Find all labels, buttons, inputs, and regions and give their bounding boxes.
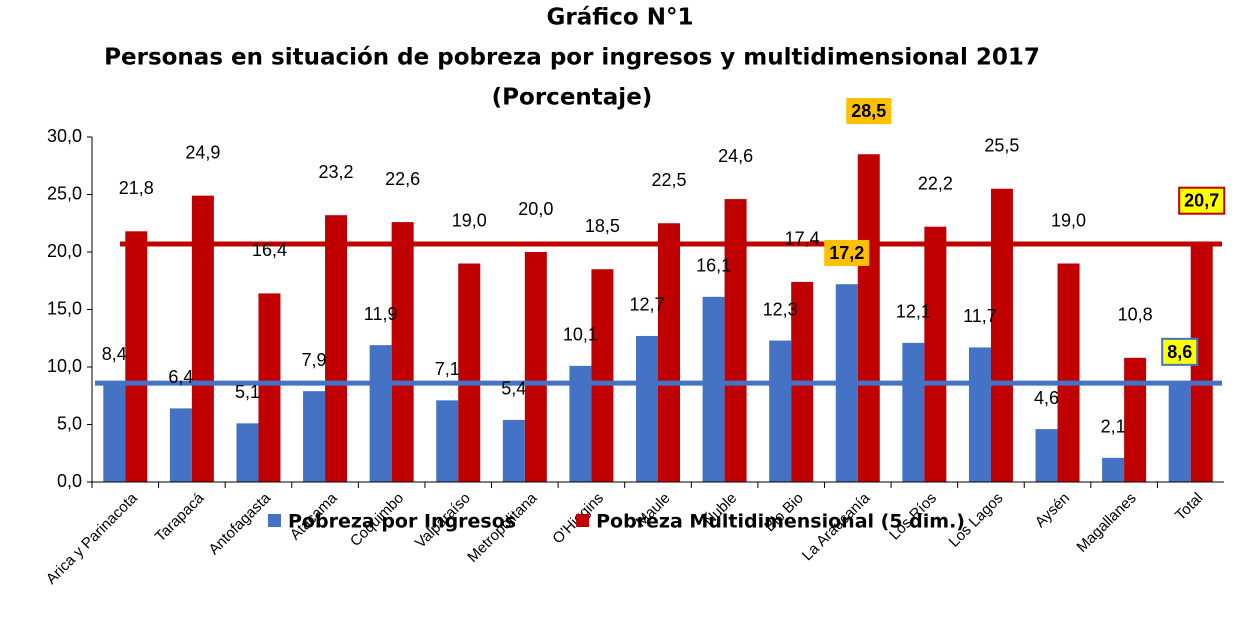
legend-swatch [576, 514, 590, 527]
bar [191, 195, 214, 482]
legend-label: Pobreza por Ingresos [288, 511, 516, 533]
x-tick-label: Antofagasta [205, 489, 274, 558]
bar [502, 419, 525, 482]
data-label: 22,2 [918, 173, 953, 193]
data-label: 25,5 [984, 136, 1019, 156]
bar [258, 293, 281, 482]
data-label: 16,1 [696, 256, 731, 276]
data-label: 12,1 [896, 302, 931, 322]
data-label: 21,8 [119, 178, 154, 198]
x-tick-label: Arica y Parinacota [43, 489, 142, 588]
bar [325, 215, 348, 482]
data-label: 5,1 [235, 382, 260, 402]
data-label: 2,1 [1101, 417, 1126, 437]
bar [902, 342, 925, 482]
bar [857, 154, 880, 482]
x-tick-label: Aysén [1032, 490, 1073, 531]
data-label-box [824, 239, 870, 266]
x-tick-label: Tarapacá [152, 489, 208, 545]
data-label: 20,7 [1184, 191, 1219, 211]
bar [1124, 357, 1147, 482]
chart-subtitle: Personas en situación de pobreza por ing… [104, 45, 1040, 71]
bar [658, 223, 680, 482]
legend-label: Pobreza Multidimensional (5 dim.) [596, 511, 965, 533]
bar [1102, 457, 1125, 482]
data-label: 5,4 [501, 379, 526, 399]
bar [702, 296, 725, 482]
y-tick-label: 5,0 [57, 413, 82, 433]
data-label-box [846, 98, 892, 124]
data-label: 7,9 [302, 350, 327, 370]
data-label: 6,4 [168, 367, 193, 387]
bar [125, 231, 148, 482]
data-label: 17,2 [829, 243, 864, 263]
data-label: 28,5 [851, 101, 886, 121]
y-tick-label: 15,0 [47, 298, 82, 318]
x-tick-label: Magallanes [1073, 490, 1139, 556]
bar [968, 347, 991, 482]
bar [524, 252, 547, 482]
bar [169, 408, 192, 482]
data-label: 7,1 [435, 359, 460, 379]
chart-title: Gráfico N°1 [547, 5, 694, 31]
data-label: 24,6 [718, 146, 753, 166]
bar [103, 385, 126, 482]
bar [458, 263, 481, 482]
data-label-box [1161, 337, 1199, 366]
data-label: 22,6 [385, 169, 420, 189]
data-label: 19,0 [1051, 210, 1086, 230]
data-label: 19,0 [452, 210, 487, 230]
data-label: 17,4 [785, 229, 820, 249]
data-label: 11,9 [364, 304, 398, 324]
bar [236, 423, 259, 482]
data-label: 10,1 [563, 325, 598, 345]
data-label: 8,6 [1167, 342, 1192, 362]
bar [990, 188, 1013, 482]
data-label: 24,9 [185, 142, 220, 162]
data-label: 20,0 [518, 199, 553, 219]
y-tick-label: 0,0 [57, 471, 82, 491]
bar [391, 222, 414, 482]
data-label: 23,2 [319, 162, 354, 182]
data-label: 12,3 [763, 299, 798, 319]
data-label: 18,5 [585, 216, 620, 236]
bar [636, 335, 658, 482]
bar [724, 199, 747, 482]
data-label: 16,4 [252, 240, 287, 260]
unit-note: (Porcentaje) [492, 85, 653, 111]
y-tick-label: 25,0 [47, 183, 82, 203]
y-tick-label: 10,0 [47, 356, 82, 376]
bar [303, 391, 326, 482]
data-label: 10,8 [1118, 305, 1153, 325]
bar [436, 400, 459, 482]
bar [1168, 383, 1191, 482]
data-label: 22,5 [651, 170, 686, 190]
bar [591, 269, 614, 482]
y-tick-label: 30,0 [47, 126, 82, 146]
bar [1190, 243, 1213, 482]
data-label: 11,7 [963, 306, 997, 326]
bar [1035, 429, 1058, 482]
bar [1057, 263, 1080, 482]
legend-swatch [268, 514, 281, 527]
data-label: 12,7 [629, 295, 664, 315]
y-tick-label: 20,0 [47, 241, 82, 261]
data-label-box [1178, 186, 1226, 215]
bar [924, 226, 947, 482]
x-tick-label: Total [1172, 490, 1206, 524]
bar [369, 345, 392, 482]
bar [769, 340, 792, 482]
data-label: 8,4 [102, 344, 127, 364]
data-label: 4,6 [1034, 388, 1059, 408]
bar [569, 365, 592, 482]
